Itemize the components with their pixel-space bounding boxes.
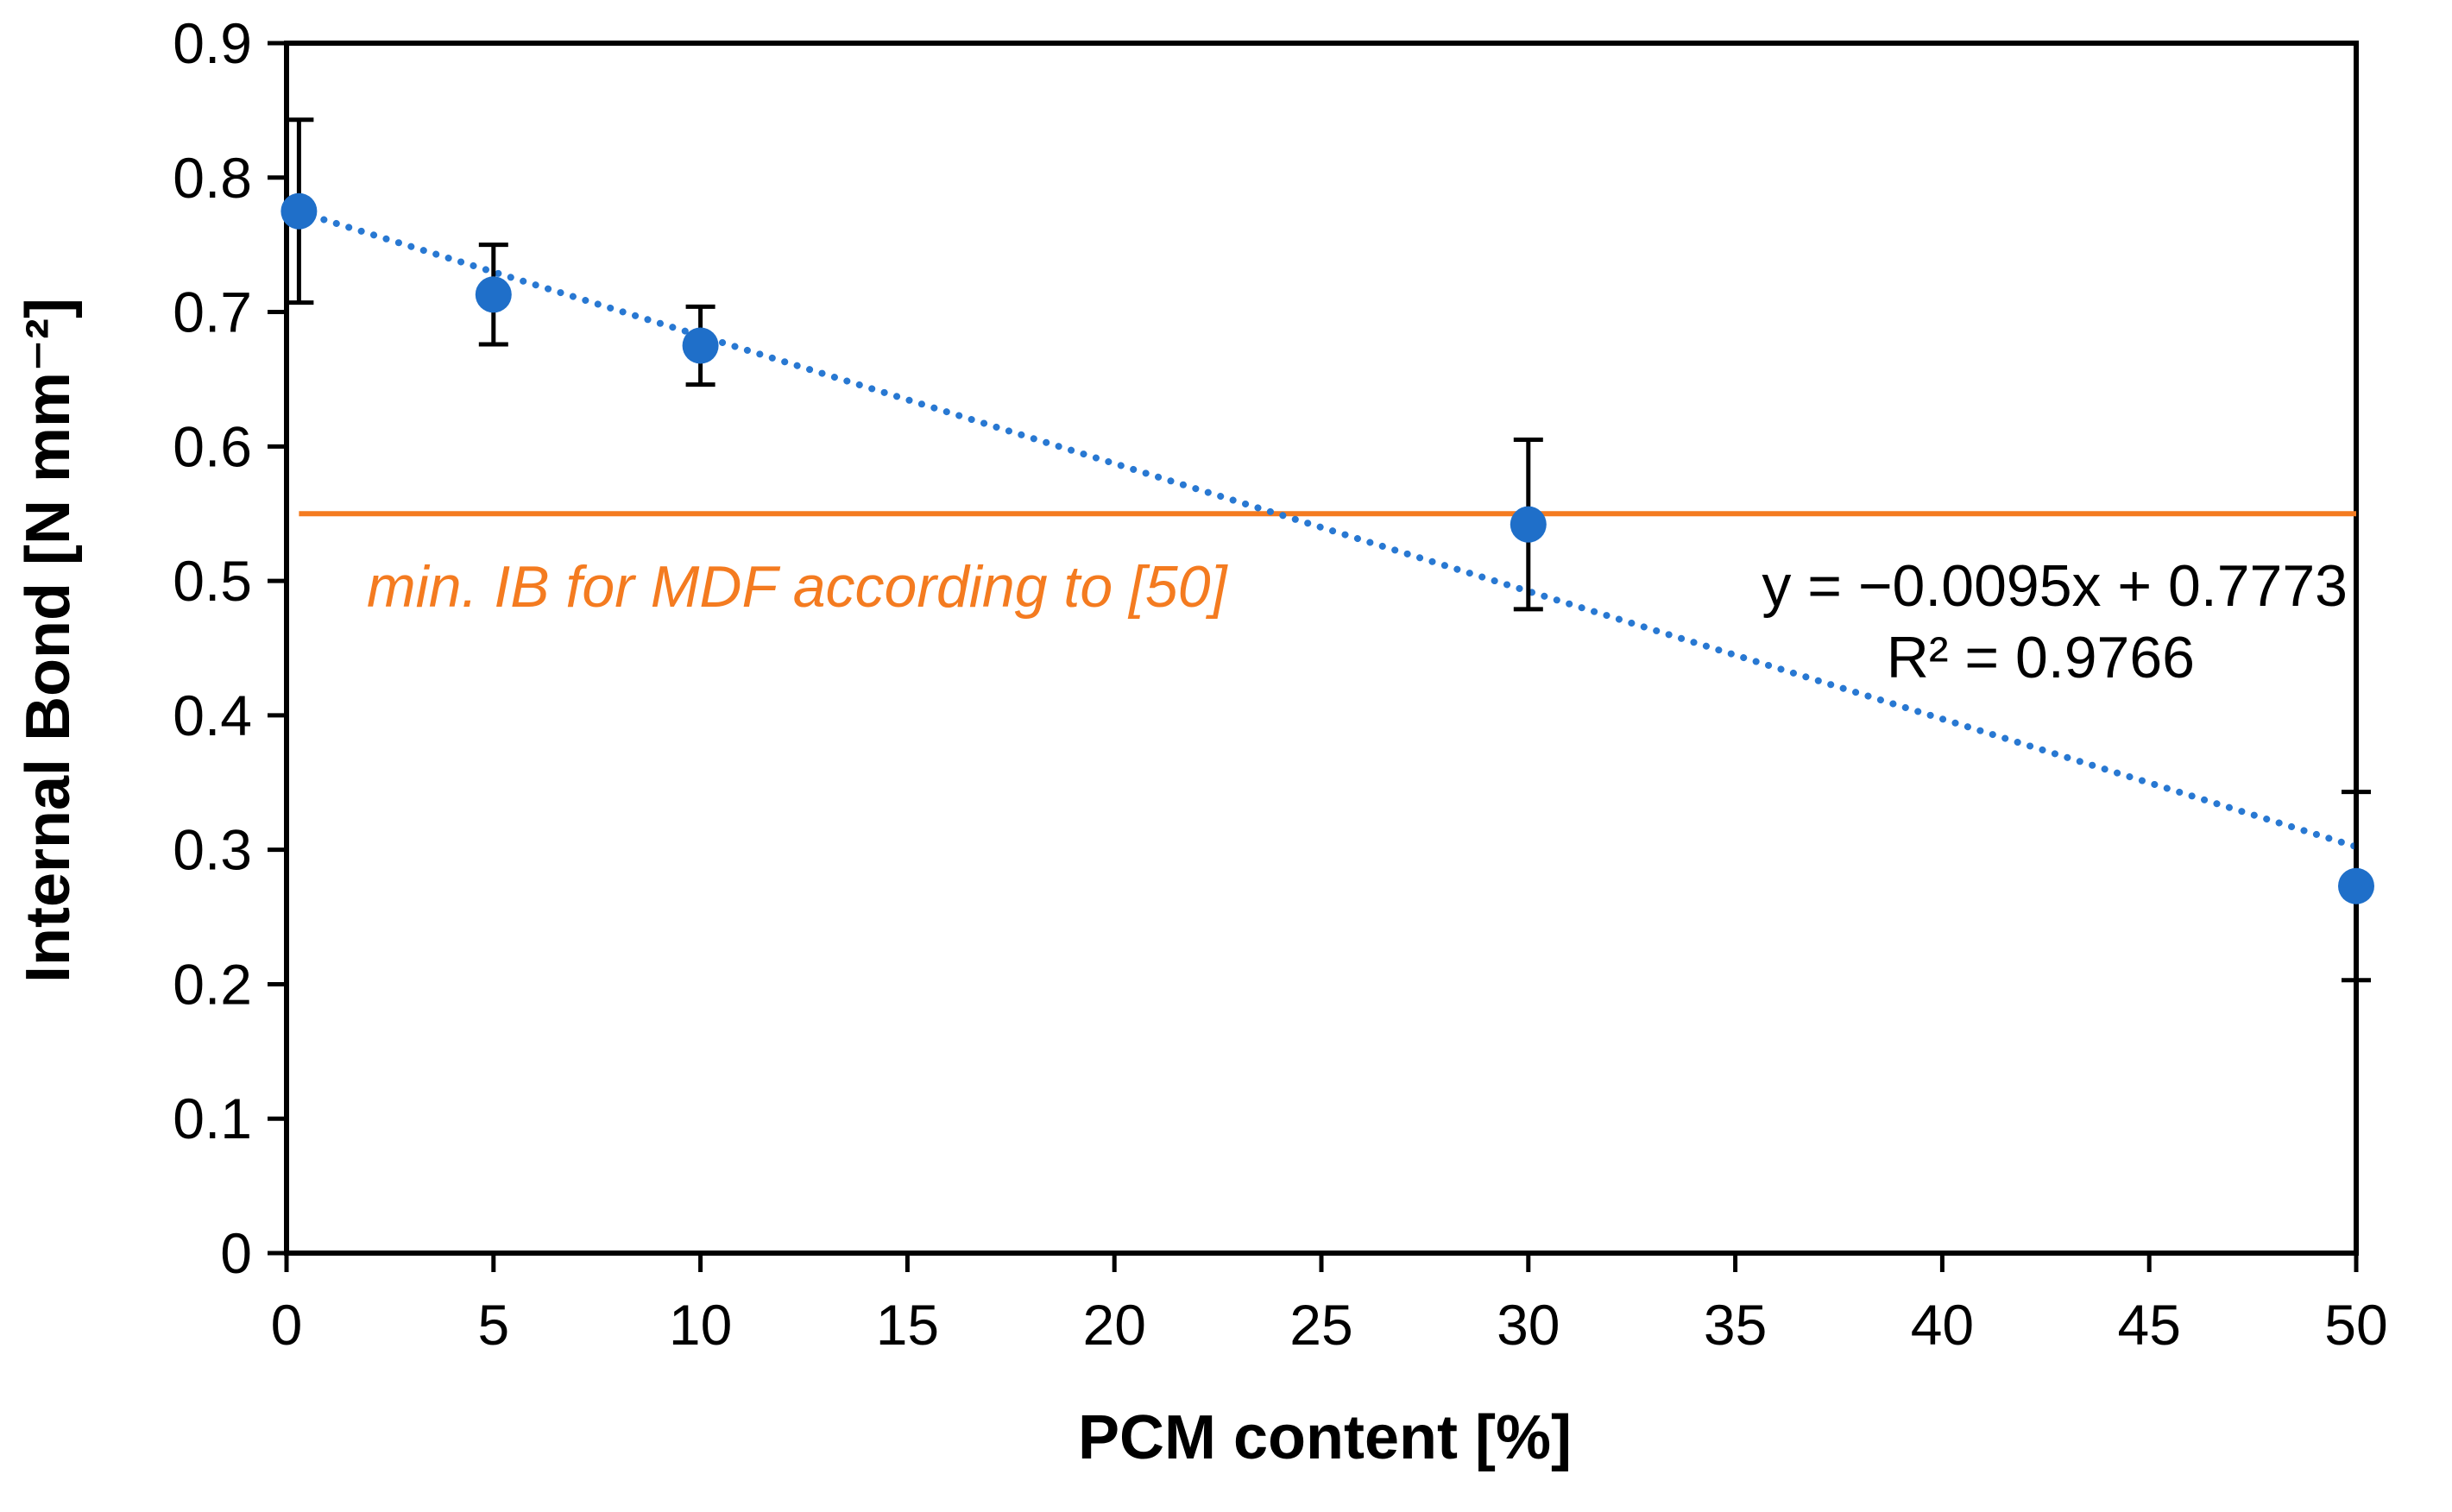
y-tick-label: 0.3 xyxy=(173,818,252,882)
y-tick-label: 0.5 xyxy=(173,549,252,613)
y-tick-label: 0.8 xyxy=(173,146,252,210)
y-tick-label: 0.1 xyxy=(173,1087,252,1150)
x-tick-label: 35 xyxy=(1704,1293,1767,1357)
data-point xyxy=(475,276,512,313)
x-tick-label: 15 xyxy=(876,1293,939,1357)
x-tick-label: 40 xyxy=(1911,1293,1974,1357)
data-point xyxy=(682,327,719,364)
y-tick-label: 0.4 xyxy=(173,684,252,747)
data-point xyxy=(280,192,318,230)
y-tick-label: 0.2 xyxy=(173,952,252,1016)
data-point xyxy=(1510,506,1547,543)
trendline-group xyxy=(283,205,2360,851)
y-tick-label: 0.7 xyxy=(173,280,252,344)
x-tick-label: 10 xyxy=(669,1293,732,1357)
x-tick-label: 30 xyxy=(1497,1293,1560,1357)
x-tick-label: 50 xyxy=(2324,1293,2387,1357)
trendline xyxy=(283,205,2360,851)
x-tick-label: 45 xyxy=(2117,1293,2180,1357)
y-tick-label: 0.6 xyxy=(173,414,252,478)
reference-line-label: min. IB for MDF according to [50] xyxy=(367,554,1229,620)
data-points-group xyxy=(280,192,2374,904)
x-axis-title: PCM content [%] xyxy=(1078,1403,1572,1472)
x-tick-label: 0 xyxy=(271,1293,303,1357)
y-tick-label: 0 xyxy=(220,1221,252,1285)
y-axis-title: Internal Bond [N mm⁻²] xyxy=(14,298,83,983)
trendline-equation: y = −0.0095x + 0.7773 xyxy=(1762,553,2348,619)
y-tick-label: 0.9 xyxy=(173,11,252,75)
x-tick-label: 5 xyxy=(477,1293,509,1357)
trendline-r-squared: R² = 0.9766 xyxy=(1887,625,2195,690)
axes-group: 0 0.1 0.2 0.3 0.4 0.5 0.6 0.7 0.8 0.9 0 5 10 15 20 25 30… xyxy=(173,11,2387,1357)
data-point xyxy=(2338,867,2374,904)
x-tick-label: 20 xyxy=(1082,1293,1145,1357)
x-tick-label: 25 xyxy=(1289,1293,1352,1357)
